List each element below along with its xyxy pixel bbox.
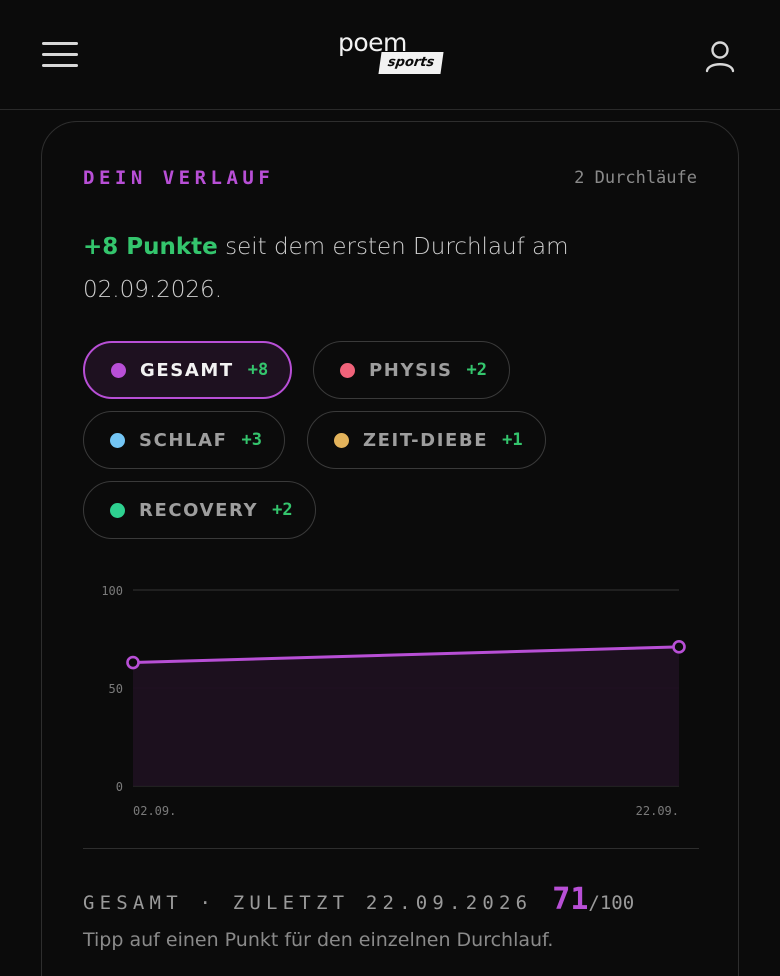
summary-text: seit dem ersten Durchlauf am 02.09.2026. <box>83 234 569 303</box>
data-point[interactable] <box>126 655 140 670</box>
points-gain: +8 Punkte <box>83 234 218 260</box>
latest-score-label: GESAMT · ZULETZT 22.09.2026 <box>83 892 533 914</box>
area-fill <box>133 646 679 786</box>
history-chart-svg: 100 50 0 02.09. 22.09. <box>101 584 686 818</box>
x-tick-label: 22.09. <box>636 804 679 818</box>
filter-label: RECOVERY <box>139 499 259 521</box>
x-tick-label: 02.09. <box>133 804 176 818</box>
zeit-diebe-color-dot <box>334 432 349 448</box>
filter-pill-zeit-diebe[interactable]: ZEIT-DIEBE +1 <box>307 411 546 469</box>
y-tick-label: 0 <box>116 780 123 794</box>
filter-label: SCHLAF <box>139 429 228 451</box>
filter-delta: +1 <box>502 430 523 450</box>
y-tick-label: 50 <box>109 682 123 696</box>
tap-hint: Tipp auf einen Punkt für den einzelnen D… <box>83 929 554 951</box>
filter-delta: +3 <box>241 430 263 450</box>
progress-summary: +8 Punkte seit dem ersten Durchlauf am 0… <box>83 226 683 312</box>
history-chart: 100 50 0 02.09. 22.09. <box>83 577 703 827</box>
filter-label: ZEIT-DIEBE <box>363 429 489 451</box>
runs-count: 2 Durchläufe <box>574 168 697 188</box>
latest-score-max: /100 <box>588 892 635 914</box>
filter-pill-physis[interactable]: PHYSIS +2 <box>313 341 511 399</box>
filter-label: GESAMT <box>140 359 234 381</box>
schlaf-color-dot <box>110 432 125 448</box>
gesamt-color-dot <box>111 362 126 378</box>
filter-label: PHYSIS <box>369 359 453 381</box>
section-title: DEIN VERLAUF <box>83 167 275 189</box>
divider <box>83 848 699 849</box>
filter-delta: +2 <box>466 360 488 380</box>
logo-sub-text: sports <box>378 52 444 74</box>
latest-score-value: 71 <box>552 882 589 917</box>
y-tick-label: 100 <box>101 584 123 598</box>
poem-sports-logo[interactable]: poem sports <box>336 28 446 76</box>
series-line <box>132 645 680 665</box>
hamburger-menu-icon[interactable] <box>42 42 78 68</box>
data-point[interactable] <box>672 640 686 654</box>
latest-score-line: GESAMT · ZULETZT 22.09.2026 71 /100 <box>83 882 634 917</box>
user-profile-icon[interactable] <box>704 40 736 74</box>
app-header: poem sports <box>0 0 780 110</box>
physis-color-dot <box>340 362 355 378</box>
filter-pill-gesamt[interactable]: GESAMT +8 <box>83 341 293 399</box>
filter-delta: +8 <box>247 360 269 380</box>
history-card: DEIN VERLAUF 2 Durchläufe +8 Punkte seit… <box>41 121 739 976</box>
filter-pill-recovery[interactable]: RECOVERY +2 <box>83 481 316 539</box>
recovery-color-dot <box>110 502 125 518</box>
filter-pill-schlaf[interactable]: SCHLAF +3 <box>83 411 286 469</box>
filter-delta: +2 <box>272 500 293 520</box>
